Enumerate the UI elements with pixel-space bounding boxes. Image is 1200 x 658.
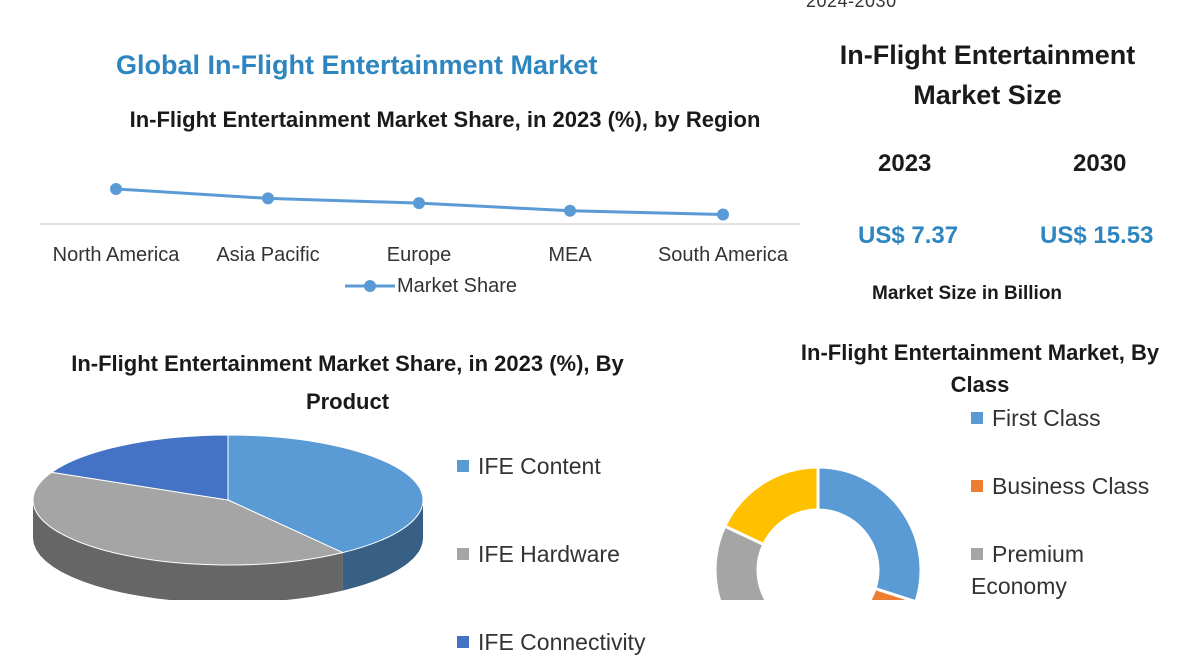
- legend-label: IFE Content: [478, 453, 601, 479]
- product-pie-chart: [32, 434, 424, 600]
- legend-item-first-class: First Class: [971, 402, 1181, 434]
- legend-swatch: [971, 480, 983, 492]
- data-point-mea: [564, 204, 576, 217]
- donut-slice-first-class: [816, 465, 923, 600]
- donut-slice-business-class: [868, 586, 916, 600]
- legend-marker: [364, 280, 376, 292]
- slice-ife-content: [227, 434, 424, 554]
- legend-label: IFE Connectivity: [478, 629, 646, 655]
- legend-label: Premium Economy: [971, 541, 1085, 599]
- x-tick-label: Asia Pacific: [216, 244, 319, 266]
- x-tick-label: Europe: [387, 244, 452, 266]
- legend-swatch: [457, 636, 469, 648]
- class-chart-title: In-Flight Entertainment Market, By Class: [800, 340, 1160, 397]
- slice-ife-hardware: [32, 471, 345, 566]
- year-2030-label: 2030: [1073, 150, 1127, 177]
- legend-swatch: [971, 412, 983, 424]
- legend-item-ife-connectivity: IFE Connectivity: [457, 626, 645, 658]
- data-point-north-america: [110, 183, 122, 195]
- x-tick-label: MEA: [548, 244, 592, 266]
- data-point-south-america: [717, 208, 729, 221]
- product-chart-title: In-Flight Entertainment Market Share, in…: [71, 351, 624, 414]
- forecast-years: 2024-2030: [806, 0, 897, 11]
- legend-label: Market Share: [397, 275, 517, 297]
- data-point-europe: [413, 197, 425, 210]
- slice-side-ife-content: [342, 500, 423, 591]
- legend-swatch: [457, 460, 469, 472]
- market-size-unit: Market Size in Billion: [872, 283, 1063, 304]
- region-chart-title: In-Flight Entertainment Market Share, in…: [129, 107, 761, 132]
- slice-side-ife-hardware: [33, 500, 343, 600]
- class-donut-chart: [713, 465, 923, 600]
- legend-item-ife-content: IFE Content: [457, 450, 601, 482]
- page-title: Global In-Flight Entertainment Market: [116, 50, 598, 80]
- data-point-asia-pacific: [262, 192, 274, 205]
- legend-label: Business Class: [992, 473, 1150, 499]
- legend-item-business-class: Business Class: [971, 470, 1181, 502]
- x-tick-label: South America: [658, 244, 789, 266]
- market-size-2030-value: US$ 15.53: [1040, 222, 1154, 249]
- legend-item-premium-economy: Premium Economy: [971, 538, 1181, 602]
- legend-label: First Class: [992, 405, 1101, 431]
- legend-swatch: [457, 548, 469, 560]
- slice-ife-connectivity: [50, 434, 229, 501]
- legend-item-ife-hardware: IFE Hardware: [457, 538, 620, 570]
- year-2023-label: 2023: [878, 150, 932, 177]
- market-size-title: In-Flight Entertainment Market Size: [839, 40, 1136, 110]
- market-size-2023-value: US$ 7.37: [858, 222, 959, 249]
- x-tick-label: North America: [53, 244, 181, 266]
- donut-slice-premium-economy: [713, 524, 768, 600]
- legend-label: IFE Hardware: [478, 541, 620, 567]
- legend-swatch: [971, 548, 983, 560]
- donut-slice-economy: [722, 465, 820, 547]
- region-line-chart: North America Asia Pacific Europe MEA South …: [40, 183, 800, 297]
